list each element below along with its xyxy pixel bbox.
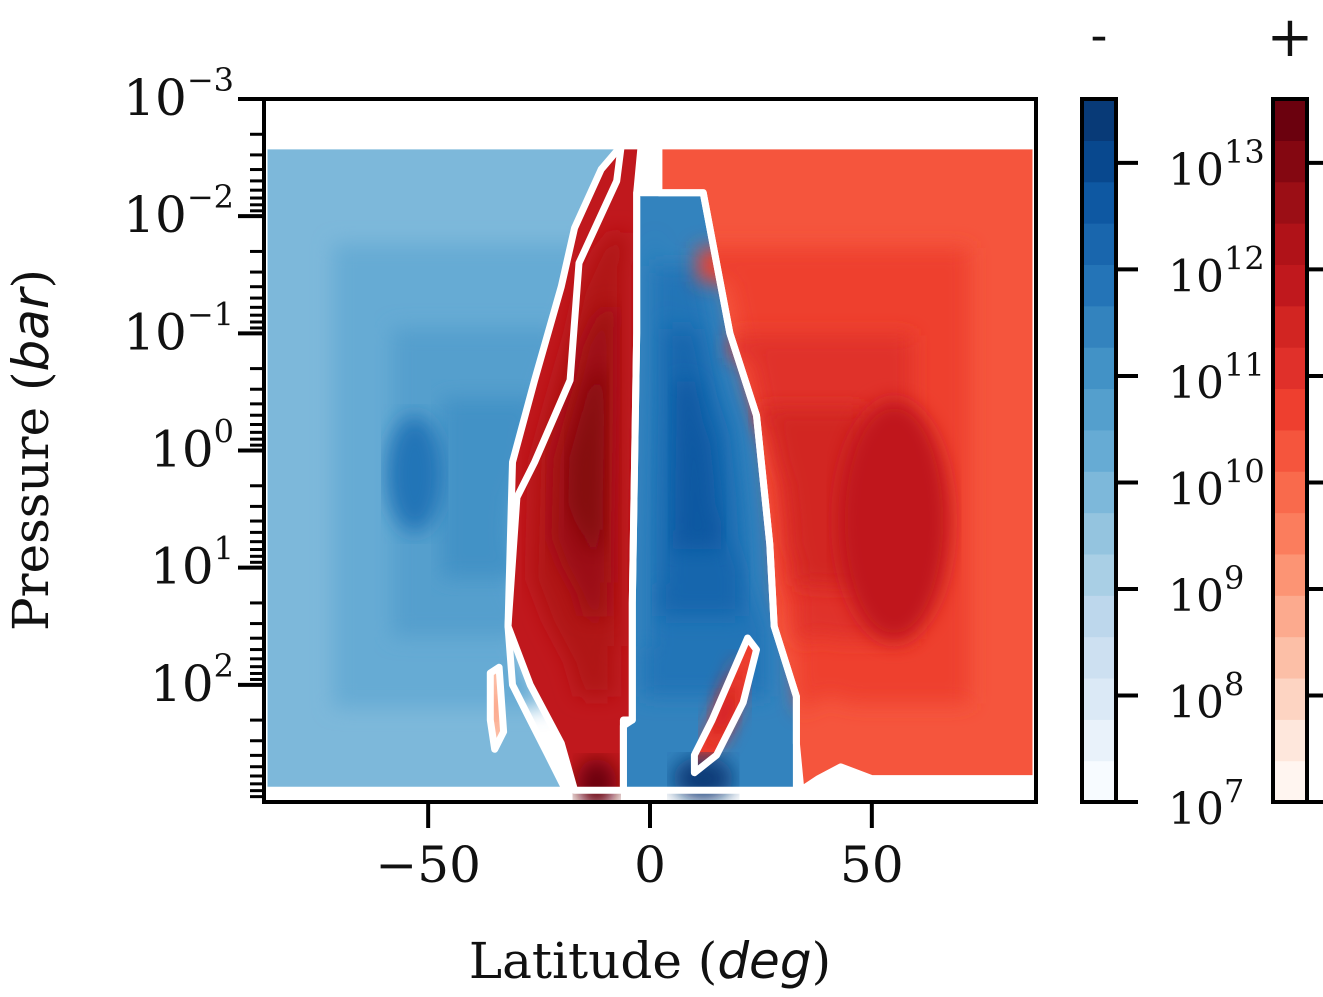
contour-region-equatorial-cell xyxy=(623,145,797,791)
colorbar-level xyxy=(1273,719,1307,762)
colorbar-tick-label: 1010 xyxy=(1168,452,1265,515)
colorbar-level xyxy=(1273,264,1307,307)
colorbar-level xyxy=(1082,677,1116,720)
colorbar-level xyxy=(1082,140,1116,183)
y-axis-label: Pressure (bar) xyxy=(2,269,60,631)
colorbar-frame xyxy=(1080,97,1118,804)
colorbar-level xyxy=(1273,347,1307,390)
colorbar-tick-label: 1012 xyxy=(1168,239,1265,302)
colorbar-level xyxy=(1082,264,1116,307)
colorbar-level xyxy=(1082,429,1116,472)
colorbar-level xyxy=(1082,99,1116,141)
region-level-14 xyxy=(672,368,722,549)
region-level-6 xyxy=(494,696,498,720)
contour-region-tropical-cell xyxy=(508,145,642,791)
colorbar-positive xyxy=(1271,97,1323,804)
colorbar-negative xyxy=(1080,97,1138,804)
x-axis: −50 0 50 xyxy=(375,802,904,894)
colorbar-level xyxy=(1082,347,1116,390)
colorbar-level xyxy=(1273,429,1307,472)
colorbar-level xyxy=(1082,181,1116,224)
colorbar-level xyxy=(1082,223,1116,266)
colorbar-level xyxy=(1082,471,1116,514)
x-tick-label: 50 xyxy=(840,836,904,894)
y-tick-label: 10−2 xyxy=(123,178,234,244)
y-tick-label: 10−3 xyxy=(123,61,234,127)
colorbar-tick-label: 107 xyxy=(1168,772,1244,835)
colorbar-level xyxy=(1082,760,1116,803)
contour-field xyxy=(264,145,1036,802)
colorbar-level xyxy=(1273,181,1307,224)
colorbar-level xyxy=(1273,512,1307,555)
colorbar-negative-sign: - xyxy=(1091,6,1108,64)
region-level-12 xyxy=(715,692,733,730)
zero-contour-lines xyxy=(264,99,1036,794)
colorbar-level xyxy=(1273,471,1307,514)
colorbar-tick-labels: 107 108 109 1010 1011 1012 1013 xyxy=(1168,133,1265,835)
colorbar-level xyxy=(1273,388,1307,431)
zero-contour-southern-sliver xyxy=(486,663,508,753)
contour-core-2 xyxy=(386,415,443,532)
x-tick-label: −50 xyxy=(375,836,481,894)
model-top-blank xyxy=(264,99,1036,146)
colorbar-level xyxy=(1082,305,1116,348)
colorbar-tick-label: 109 xyxy=(1168,559,1244,622)
colorbar-level xyxy=(1273,636,1307,679)
colorbar-frame xyxy=(1271,97,1309,804)
region-level-11 xyxy=(758,408,865,589)
colorbar-positive-sign: + xyxy=(1267,5,1314,70)
x-axis-label: Latitude (deg) xyxy=(469,932,831,990)
colorbar-level xyxy=(1273,595,1307,638)
colorbar-level xyxy=(1273,760,1307,803)
colorbar-level xyxy=(1082,512,1116,555)
zero-contour-northern-cell xyxy=(655,142,1036,794)
colorbar-level xyxy=(1273,223,1307,266)
colorbar-level xyxy=(1273,553,1307,596)
colorbar-level xyxy=(1273,677,1307,720)
colorbar-tick-label: 1011 xyxy=(1168,346,1265,409)
contour-core-3 xyxy=(838,400,951,641)
colorbar-tick-label: 108 xyxy=(1168,665,1244,728)
y-tick-label: 101 xyxy=(150,530,234,596)
y-tick-label: 10−1 xyxy=(123,295,234,361)
plot-area xyxy=(262,97,1038,804)
colorbar-level xyxy=(1082,636,1116,679)
colorbar-level xyxy=(1082,388,1116,431)
colorbar-tick-label: 1013 xyxy=(1168,133,1265,196)
colorbar-level xyxy=(1273,140,1307,183)
contour-region-northern-filament xyxy=(694,638,757,773)
zero-contour-northern-filament xyxy=(690,634,760,777)
y-axis: 10−3 10−2 10−1 100 101 102 xyxy=(123,61,264,799)
colorbar-level xyxy=(1082,553,1116,596)
y-tick-label: 100 xyxy=(150,413,234,479)
region-level-15 xyxy=(568,369,606,550)
x-tick-label: 0 xyxy=(634,836,666,894)
colorbar-level xyxy=(1082,595,1116,638)
y-tick-label: 102 xyxy=(150,647,234,713)
colorbar-level xyxy=(1273,305,1307,348)
colorbar-level xyxy=(1082,719,1116,762)
colorbar-level xyxy=(1273,99,1307,141)
